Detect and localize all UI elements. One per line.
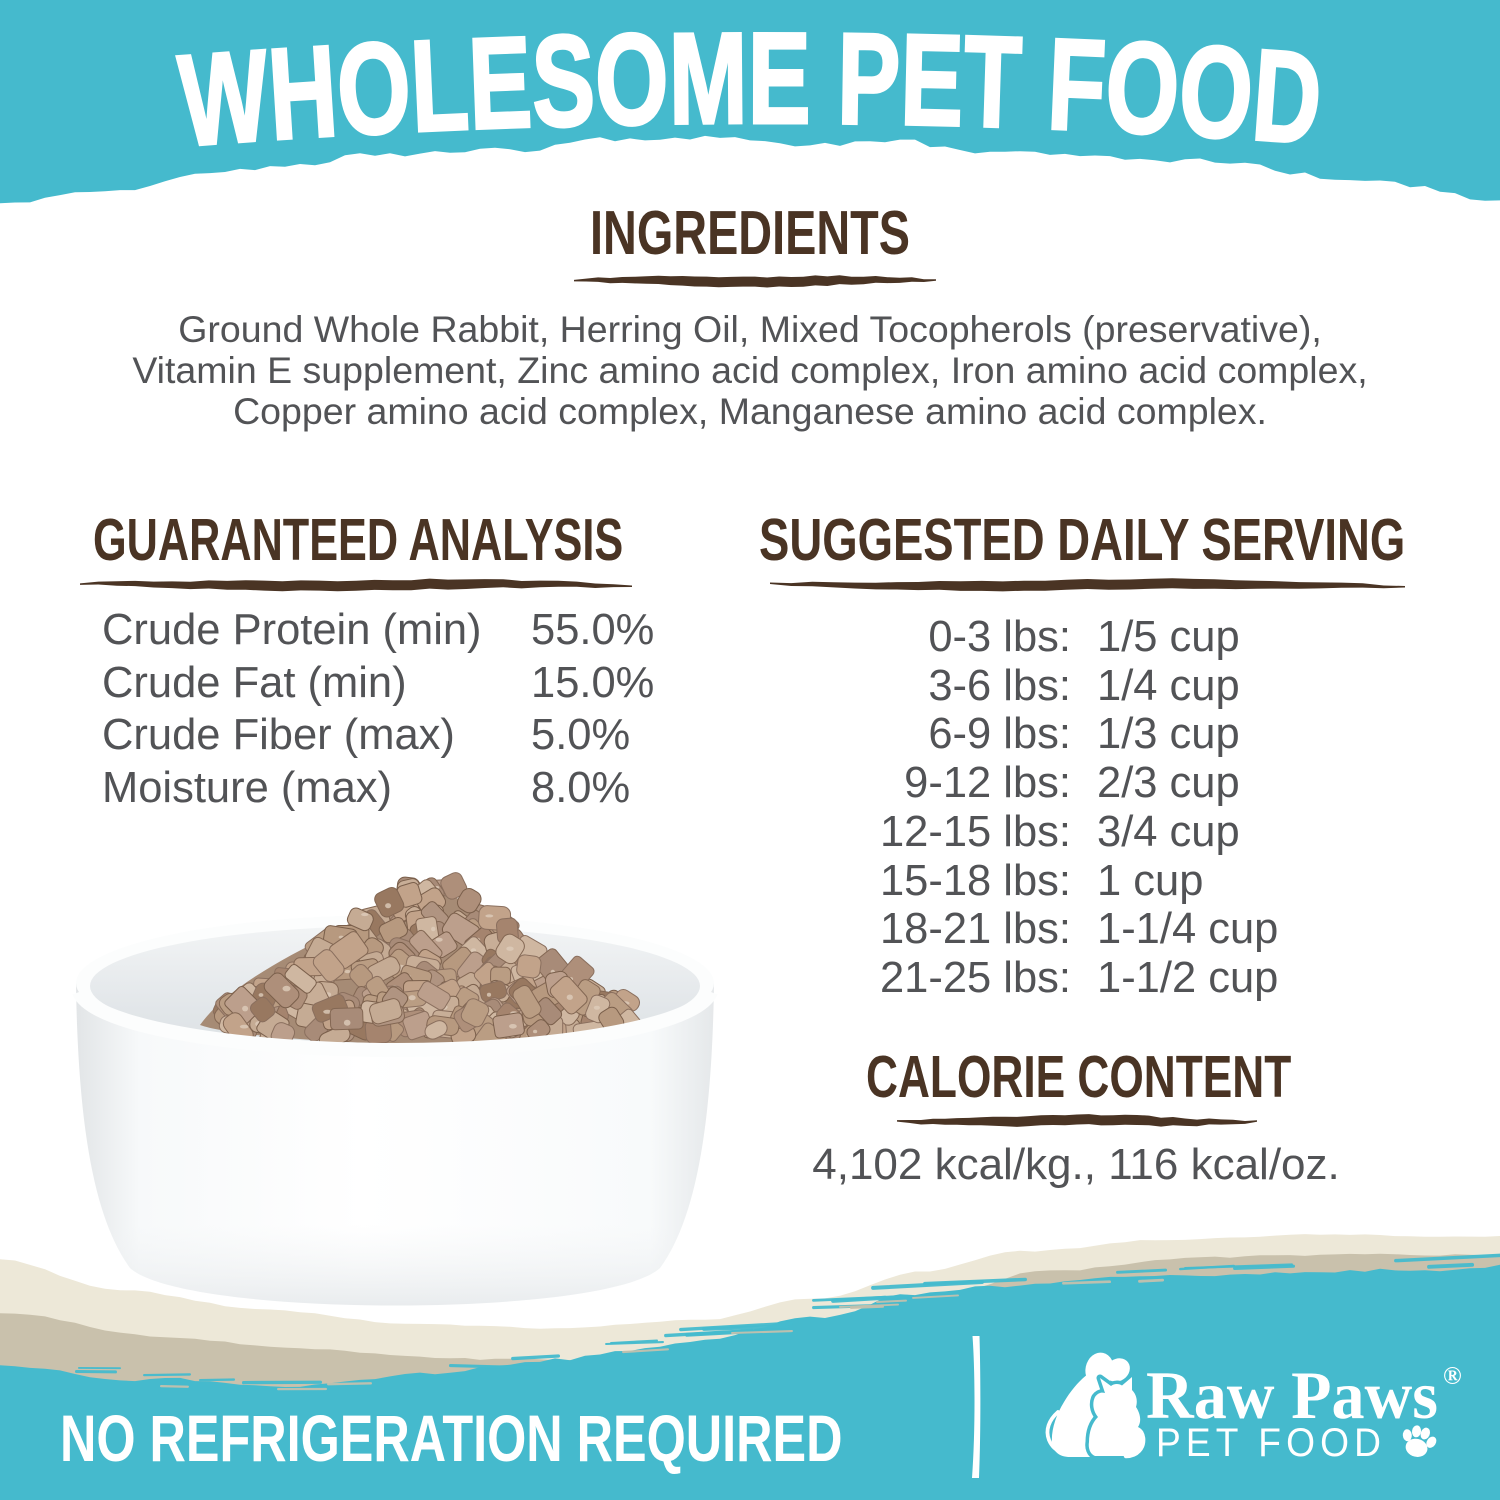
svg-text:WHOLESOME PET FOOD: WHOLESOME PET FOOD [174,5,1326,174]
svg-text:Raw Paws: Raw Paws [1146,1357,1438,1433]
svg-text:PET FOOD: PET FOOD [1156,1421,1386,1465]
svg-text:®: ® [1443,1363,1462,1390]
